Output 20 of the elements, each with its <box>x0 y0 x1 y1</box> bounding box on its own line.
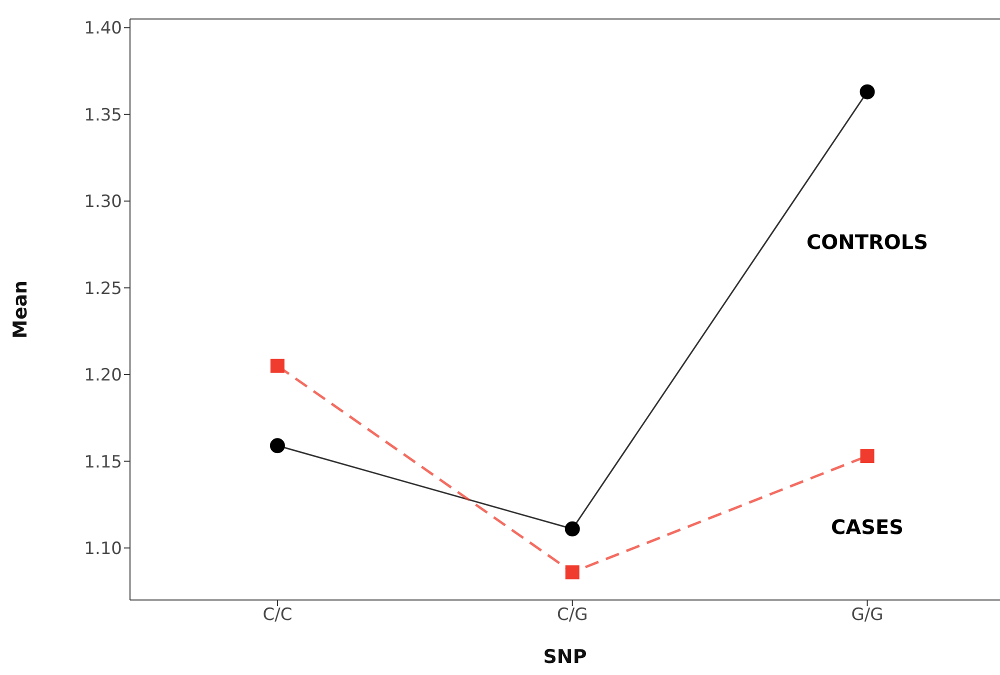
text: CASES <box>830 515 904 540</box>
y-tick-label: 1.25 <box>84 278 122 299</box>
point <box>564 521 580 536</box>
point <box>270 438 285 454</box>
y-tick-label: 1.35 <box>84 105 122 126</box>
y-tick-label: 1.15 <box>84 452 122 472</box>
y-tick-label: 1.40 <box>84 18 122 39</box>
y-axis-title: Mean <box>10 280 32 339</box>
x-tick-label: C/G <box>556 605 588 626</box>
point <box>860 84 875 100</box>
y-tick-label: 1.20 <box>84 366 122 386</box>
series-label: CONTROLS <box>806 230 928 254</box>
x-axis-title: SNP <box>543 646 587 668</box>
y-tick-label: 1.30 <box>84 192 122 212</box>
x-tick-label: G/G <box>851 605 884 626</box>
x-tick-label: C/C <box>262 605 292 626</box>
point <box>565 565 580 580</box>
point <box>270 358 284 373</box>
point <box>860 449 874 464</box>
y-tick-label: 1.10 <box>84 539 122 560</box>
